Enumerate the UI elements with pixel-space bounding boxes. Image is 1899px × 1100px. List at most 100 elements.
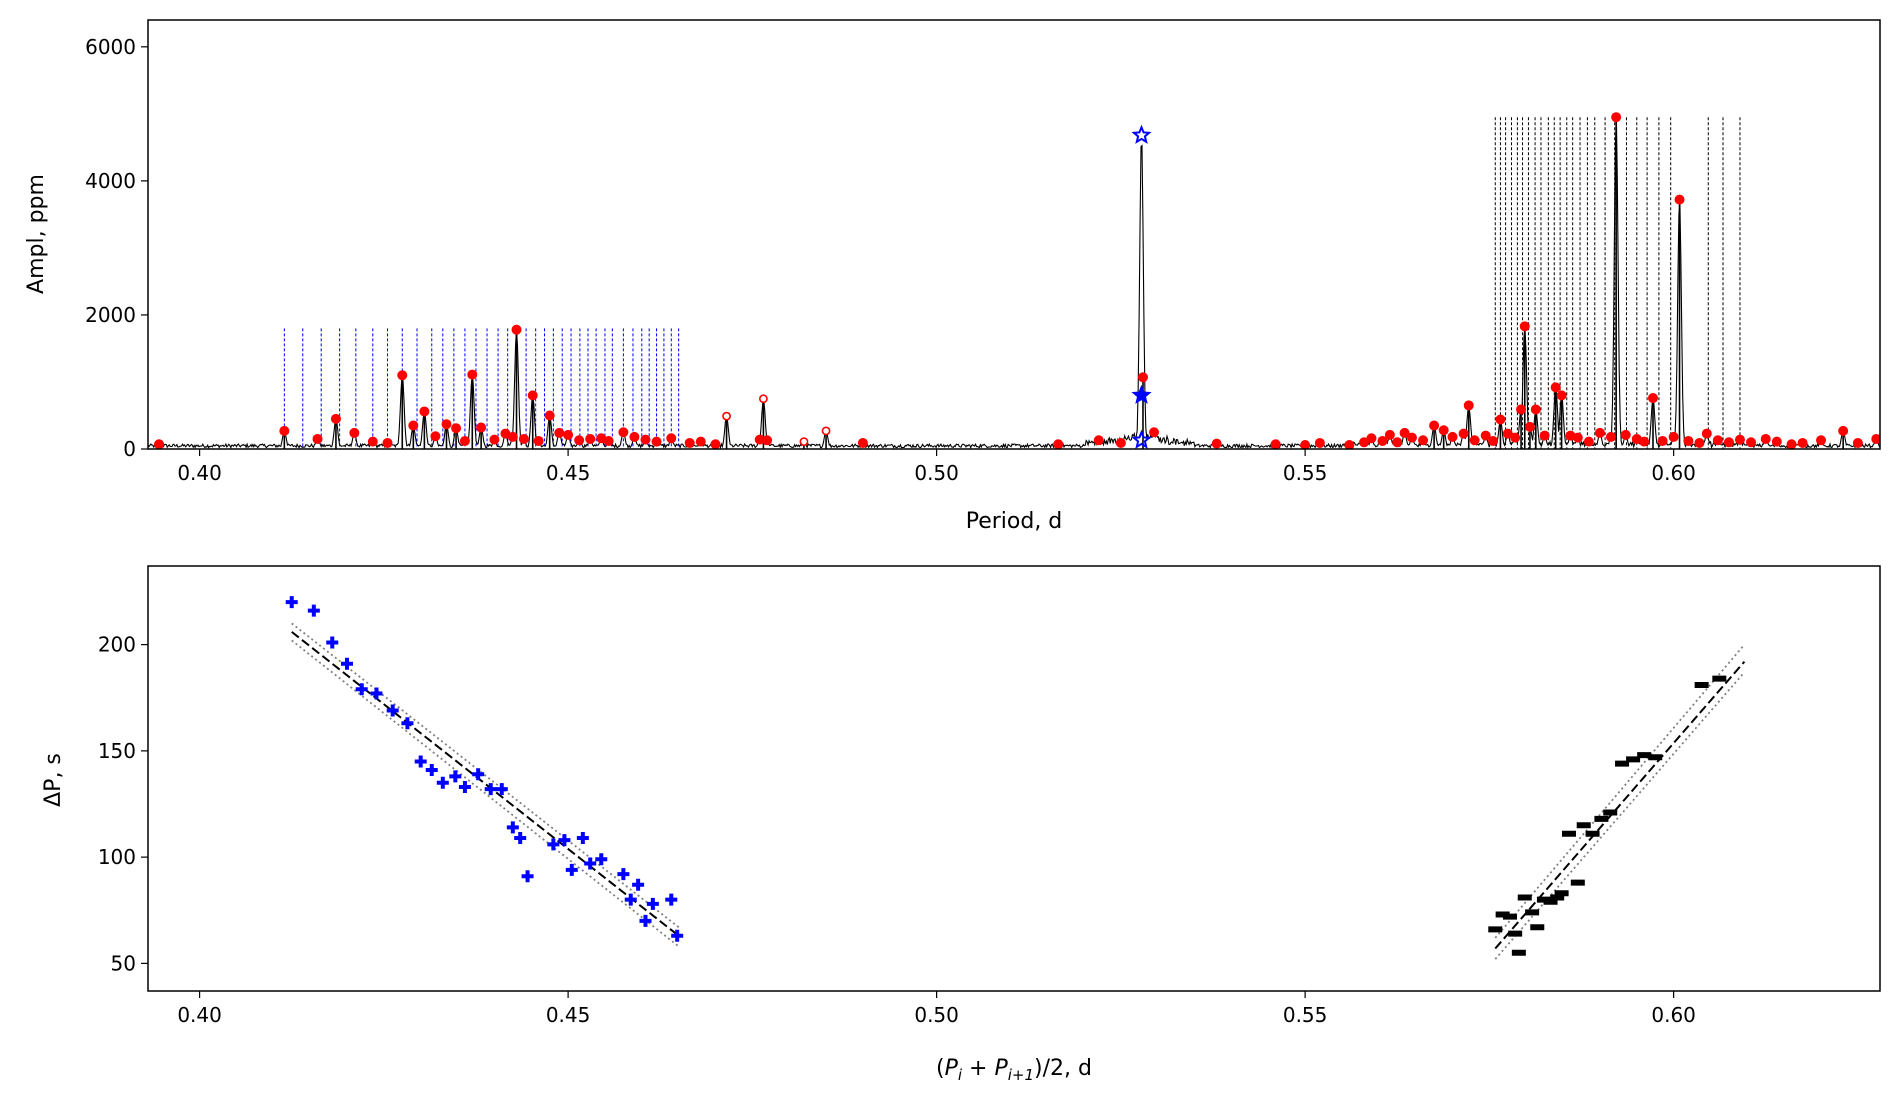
top-x-ticks: 0.40 0.45 0.50 0.55 0.60 xyxy=(177,449,1696,485)
peak-stems xyxy=(283,117,1844,449)
peak-point xyxy=(397,370,408,381)
bottom-y-axis-label: ΔP, s xyxy=(41,753,66,807)
peak-point xyxy=(349,427,360,438)
peak-point xyxy=(629,431,640,442)
black-data-point xyxy=(1543,898,1558,905)
blue-data-point xyxy=(414,755,427,768)
peak-point xyxy=(603,435,614,446)
peak-point xyxy=(1657,435,1668,446)
peak-point xyxy=(1458,428,1469,439)
peak-point xyxy=(507,431,518,442)
peak-point xyxy=(1771,436,1782,447)
fit-lines xyxy=(291,622,1746,960)
peak-point xyxy=(1550,382,1561,393)
peak-point xyxy=(1723,437,1734,448)
black-data-point xyxy=(1648,754,1663,761)
peak-point xyxy=(857,437,868,448)
peak-point xyxy=(312,433,323,444)
peak-point xyxy=(382,437,393,448)
blue-data-point xyxy=(285,596,298,609)
top-x-tick-label: 0.60 xyxy=(1651,461,1696,485)
top-y-axis-label: Ampl, ppm xyxy=(24,174,49,294)
peak-point xyxy=(1674,194,1685,205)
peak-point xyxy=(695,436,706,447)
black-data-point xyxy=(1554,890,1569,897)
top-x-axis-label: Period, d xyxy=(966,509,1063,534)
bottom-x-axis-label: (Pi + Pi+1)/2, d xyxy=(936,1056,1092,1084)
black-data-point xyxy=(1503,913,1518,920)
peak-point xyxy=(1211,438,1222,449)
top-x-tick-label: 0.55 xyxy=(1283,461,1328,485)
bottom-axes-frame xyxy=(147,565,1881,992)
peak-point xyxy=(489,434,500,445)
black-data-point xyxy=(1525,909,1540,916)
peak-point xyxy=(1816,435,1827,446)
top-x-tick-label: 0.45 xyxy=(546,461,591,485)
top-y-ticks: 0 2000 4000 6000 xyxy=(85,35,148,461)
black-data-point xyxy=(1594,815,1609,822)
peak-point xyxy=(1314,437,1325,448)
peak-point xyxy=(1594,427,1605,438)
black-data-point xyxy=(1576,822,1591,829)
fit-confidence-line xyxy=(291,639,680,948)
black-data-point xyxy=(1603,809,1618,816)
top-axes-frame xyxy=(147,19,1881,450)
peak-point xyxy=(459,435,470,446)
peak-point xyxy=(1701,428,1712,439)
hollow-peak-point xyxy=(799,437,809,447)
peak-point xyxy=(511,324,522,335)
blue-data-point xyxy=(326,636,339,649)
blue-data-point xyxy=(340,657,353,670)
peak-point xyxy=(574,435,585,446)
black-data-point xyxy=(1570,879,1585,886)
bottom-x-ticks: 0.40 0.45 0.50 0.55 0.60 xyxy=(177,991,1696,1027)
scatter-points xyxy=(285,596,1727,956)
peak-point xyxy=(1488,435,1499,446)
hollow-peak-point xyxy=(821,426,831,436)
bottom-y-tick-label: 200 xyxy=(98,633,136,657)
peak-point xyxy=(1539,430,1550,441)
peak-markers xyxy=(154,112,1880,449)
peak-point xyxy=(1399,427,1410,438)
peak-point xyxy=(1392,437,1403,448)
blue-data-point xyxy=(436,776,449,789)
peak-point xyxy=(1572,432,1583,443)
peak-point xyxy=(1429,420,1440,431)
blue-data-point xyxy=(558,834,571,847)
blue-data-point xyxy=(595,853,608,866)
top-panel: 0.40 0.45 0.50 0.55 0.60 0 2000 4000 6000 Perio… xyxy=(24,19,1881,534)
hollow-peak-point xyxy=(722,411,731,421)
peak-point xyxy=(1838,425,1849,436)
top-x-tick-label: 0.40 xyxy=(177,461,222,485)
blue-data-point xyxy=(576,832,589,844)
peak-point xyxy=(1611,112,1622,123)
peak-point xyxy=(1377,435,1388,446)
bottom-panel: 0.40 0.45 0.50 0.55 0.60 50 100 150 200 (Pi + P… xyxy=(41,565,1881,1084)
blue-data-point xyxy=(665,893,678,906)
peak-point xyxy=(1137,372,1148,383)
peak-point xyxy=(451,423,462,434)
peak-point xyxy=(467,369,478,380)
blue-star-filled xyxy=(1131,384,1152,404)
peak-point xyxy=(1797,437,1808,448)
blue-data-point xyxy=(547,838,560,851)
peak-point xyxy=(1418,435,1429,446)
black-data-point xyxy=(1712,675,1727,682)
peak-point xyxy=(1093,435,1104,446)
peak-point xyxy=(1530,404,1541,415)
peak-point xyxy=(330,413,341,424)
peak-point xyxy=(1366,433,1377,444)
fit-confidence-line xyxy=(291,622,680,928)
bottom-x-tick-label: 0.50 xyxy=(914,1003,959,1027)
bottom-y-tick-label: 150 xyxy=(98,739,136,763)
peak-point xyxy=(1712,435,1723,446)
peak-point xyxy=(1447,431,1458,442)
peak-point xyxy=(1556,390,1567,401)
blue-data-point xyxy=(458,781,471,793)
top-y-tick-label: 6000 xyxy=(85,35,136,59)
blue-star-open xyxy=(1131,429,1152,449)
top-y-tick-label: 2000 xyxy=(85,303,136,327)
blue-data-point xyxy=(449,770,462,783)
peak-point xyxy=(651,436,662,447)
blue-data-point xyxy=(617,868,630,881)
